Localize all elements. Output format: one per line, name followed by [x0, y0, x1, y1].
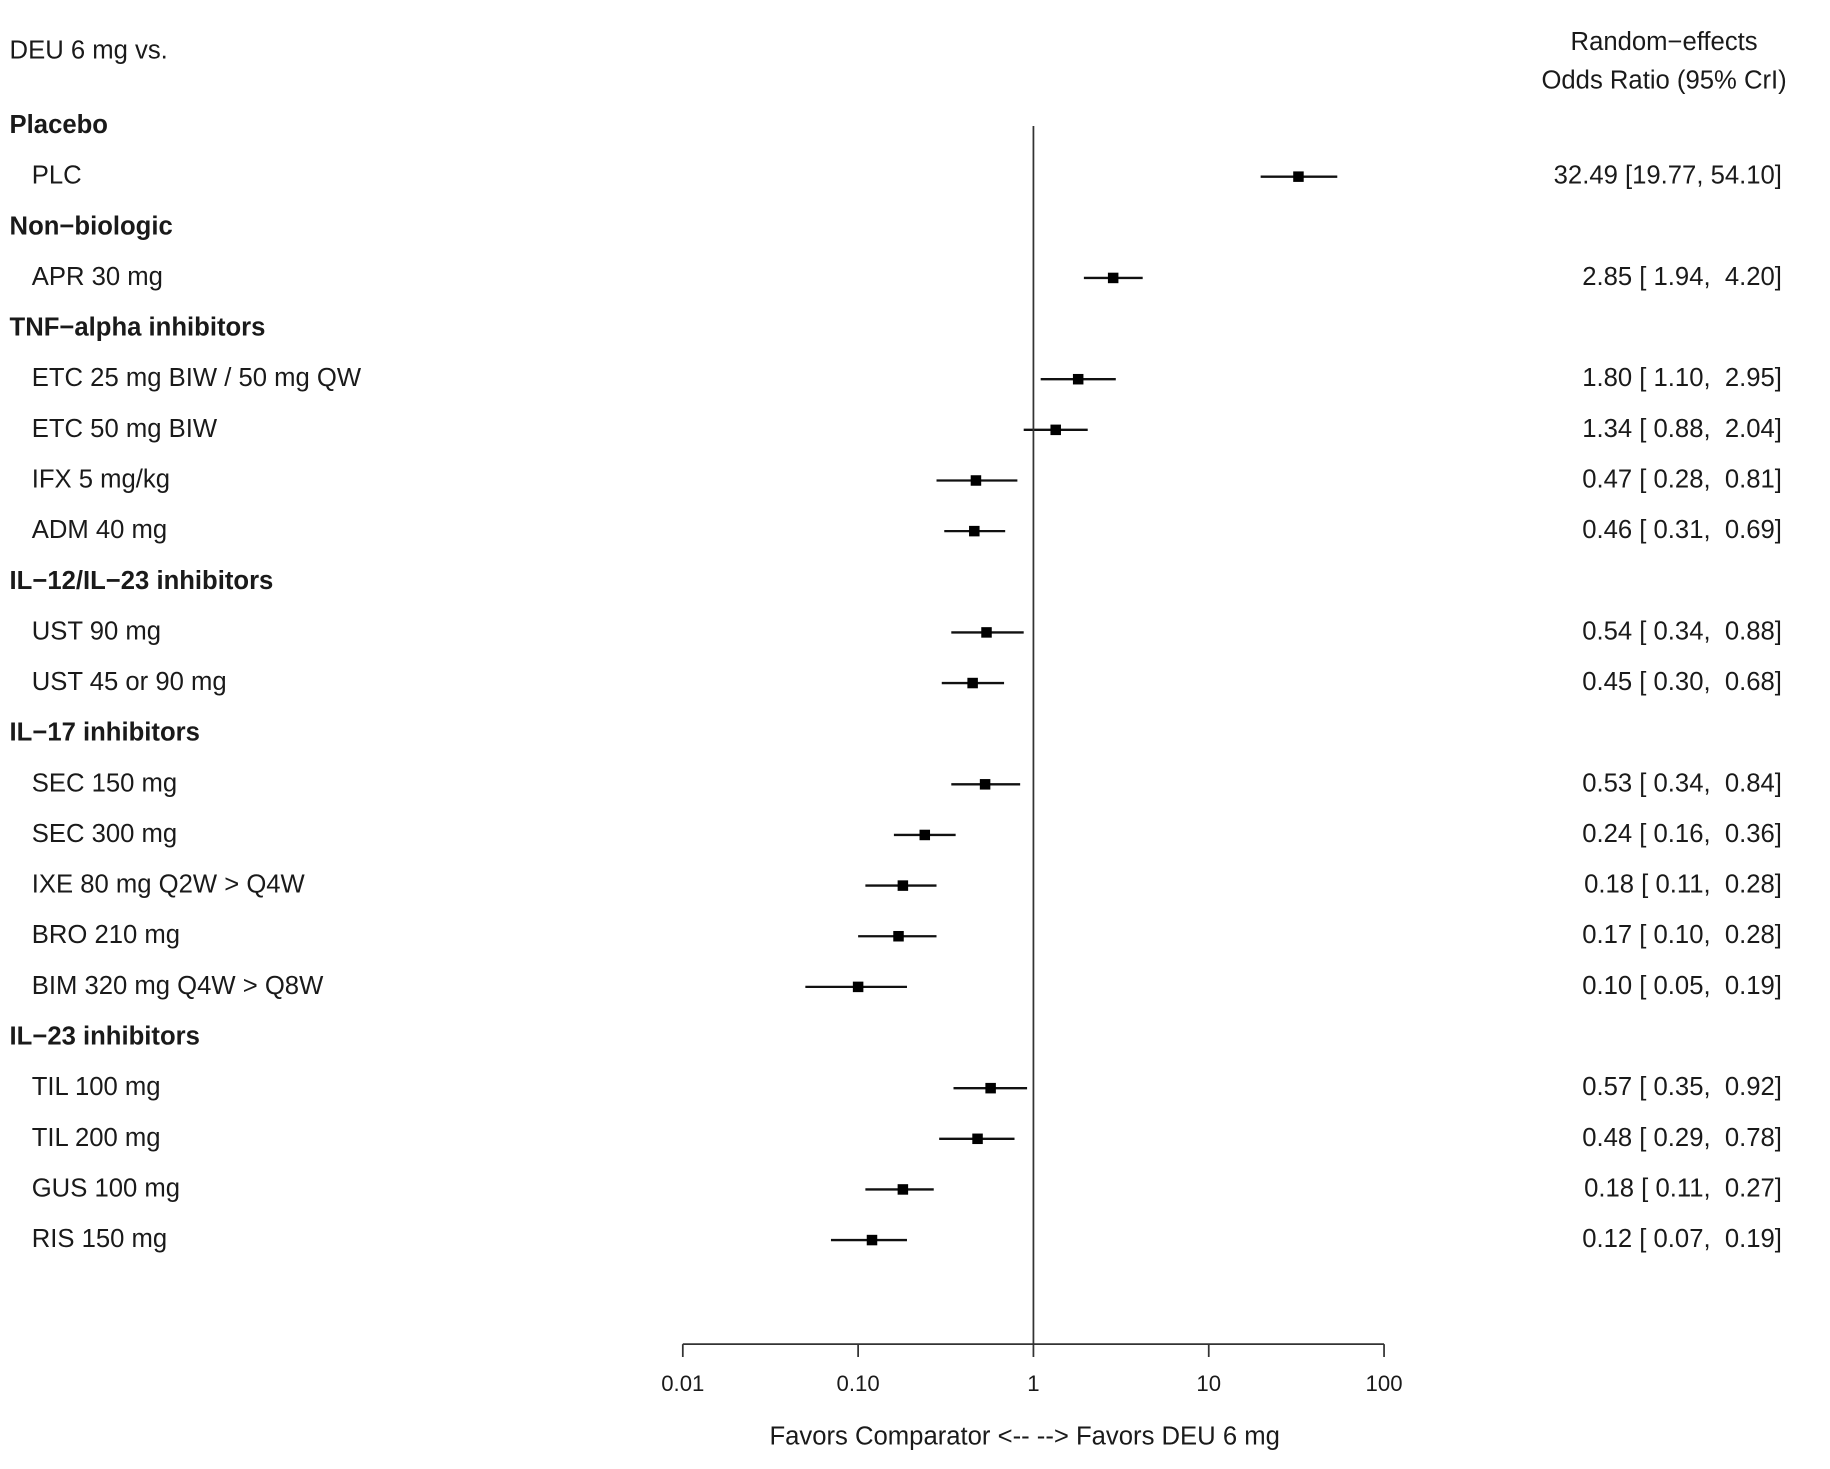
odds-ratio-text: 1.80 [ 1.10, 2.95]	[1582, 364, 1782, 392]
point-estimate	[1293, 171, 1304, 182]
row-label: TIL 200 mg	[32, 1124, 161, 1152]
odds-ratio-text: 0.18 [ 0.11, 0.27]	[1584, 1174, 1782, 1202]
row-label: BIM 320 mg Q4W > Q8W	[32, 972, 324, 1000]
point-estimate	[967, 677, 978, 689]
group-header: Placebo	[10, 111, 108, 139]
point-estimate	[897, 1184, 909, 1195]
tick-label: 100	[1366, 1371, 1403, 1396]
odds-ratio-text: 2.85 [ 1.94, 4.20]	[1582, 263, 1782, 291]
odds-ratio-text: 0.46 [ 0.31, 0.69]	[1582, 516, 1782, 544]
tick-label: 1	[1027, 1371, 1039, 1396]
row-label: PLC	[32, 162, 82, 190]
odds-ratio-text: 0.12 [ 0.07, 0.19]	[1582, 1225, 1782, 1253]
row-label: ETC 25 mg BIW / 50 mg QW	[32, 364, 362, 392]
row-label: ADM 40 mg	[32, 516, 167, 544]
odds-ratio-text: 0.54 [ 0.34, 0.88]	[1582, 617, 1782, 645]
odds-ratio-text: 0.18 [ 0.11, 0.28]	[1584, 871, 1782, 899]
odds-ratio-text: 1.34 [ 0.88, 2.04]	[1582, 415, 1782, 443]
odds-ratio-text: 0.45 [ 0.30, 0.68]	[1582, 668, 1782, 696]
odds-ratio-text: 0.17 [ 0.10, 0.28]	[1582, 921, 1782, 949]
point-estimate	[866, 1234, 878, 1246]
point-estimate	[1050, 424, 1061, 436]
row-label: BRO 210 mg	[32, 921, 180, 949]
point-estimate	[893, 930, 904, 942]
group-header: IL−12/IL−23 inhibitors	[10, 567, 274, 595]
point-estimate	[1072, 373, 1084, 385]
odds-ratio-text: 0.47 [ 0.28, 0.81]	[1582, 465, 1782, 493]
row-label: IXE 80 mg Q2W > Q4W	[32, 871, 306, 899]
odds-ratio-text: 0.10 [ 0.05, 0.19]	[1582, 972, 1782, 1000]
odds-ratio-text: 0.48 [ 0.29, 0.78]	[1582, 1124, 1782, 1152]
x-axis: 0.01 0.10 1 10 100	[661, 1343, 1403, 1396]
tick-label: 0.01	[661, 1371, 704, 1396]
forest-rows: Placebo PLC 32.49 [19.77, 54.10] Non−biolog…	[10, 111, 1782, 1253]
tick-label: 0.10	[837, 1371, 880, 1396]
point-estimate	[979, 779, 991, 790]
point-estimate	[969, 525, 980, 537]
group-header: IL−17 inhibitors	[10, 719, 200, 747]
point-estimate	[897, 880, 909, 891]
row-label: GUS 100 mg	[32, 1174, 180, 1202]
group-header: Non−biologic	[10, 212, 173, 240]
odds-ratio-text: 0.57 [ 0.35, 0.92]	[1582, 1073, 1782, 1101]
row-label: APR 30 mg	[32, 263, 163, 291]
row-label: TIL 100 mg	[32, 1073, 161, 1101]
odds-ratio-text: 32.49 [19.77, 54.10]	[1554, 162, 1782, 190]
point-estimate	[852, 981, 864, 993]
point-estimate	[981, 627, 992, 638]
point-estimate	[972, 1133, 983, 1145]
point-estimate	[985, 1082, 996, 1094]
row-label: ETC 50 mg BIW	[32, 415, 218, 443]
tick-label: 10	[1196, 1371, 1221, 1396]
row-label: IFX 5 mg/kg	[32, 465, 170, 493]
point-estimate	[970, 475, 982, 486]
row-label: RIS 150 mg	[32, 1225, 167, 1253]
row-label: UST 45 or 90 mg	[32, 668, 227, 696]
row-label: SEC 150 mg	[32, 769, 177, 797]
odds-ratio-text: 0.24 [ 0.16, 0.36]	[1582, 820, 1782, 848]
chart-title: DEU 6 mg vs.	[10, 36, 168, 64]
point-estimate	[1107, 272, 1119, 284]
group-header: IL−23 inhibitors	[10, 1023, 200, 1051]
point-estimate	[919, 829, 931, 841]
group-header: TNF−alpha inhibitors	[10, 314, 266, 342]
odds-ratio-text: 0.53 [ 0.34, 0.84]	[1582, 769, 1782, 797]
row-label: UST 90 mg	[32, 617, 161, 645]
column-header-line-1: Random−effects	[1571, 28, 1758, 56]
x-axis-label: Favors Comparator <-- --> Favors DEU 6 m…	[769, 1422, 1279, 1450]
row-label: SEC 300 mg	[32, 820, 177, 848]
column-header-line-2: Odds Ratio (95% CrI)	[1541, 67, 1786, 95]
